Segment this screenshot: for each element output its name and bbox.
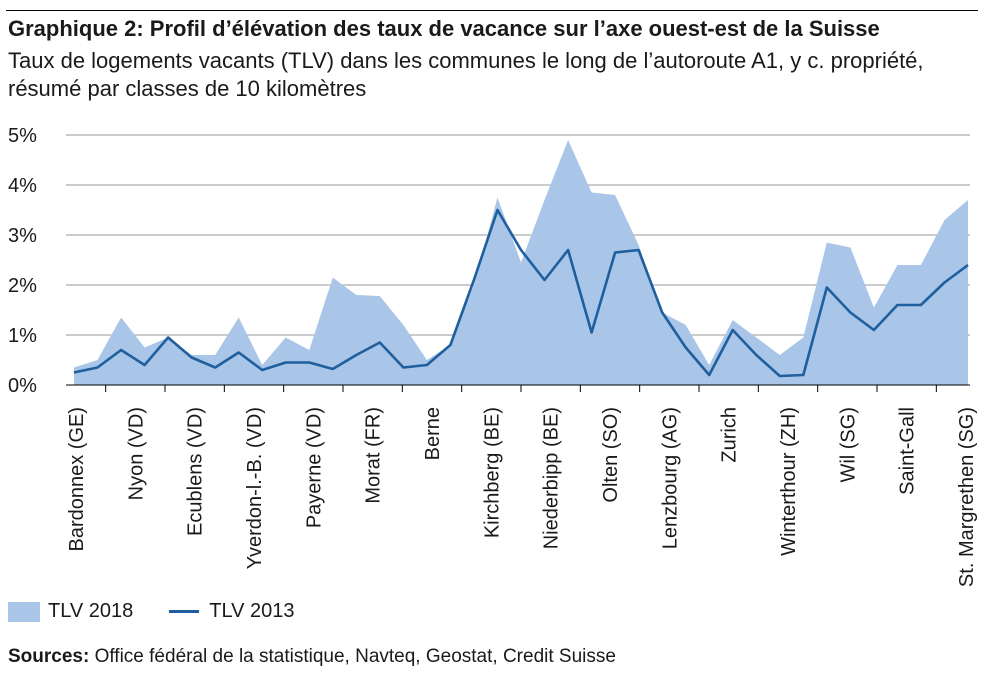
x-tick-label: Bardonnex (GE) [66,407,88,552]
x-tick-label: Yverdon-l.-B. (VD) [244,407,266,569]
x-tick-label: Winterthour (ZH) [778,407,800,556]
x-tick-label: Nyon (VD) [125,407,147,500]
x-tick-label: Lenzbourg (AG) [659,407,681,549]
y-tick-label: 5% [8,125,37,147]
source-note: Sources: Office fédéral de la statistiqu… [8,646,616,668]
x-tick-label: Olten (SO) [600,407,622,503]
x-tick-label: Morat (FR) [363,407,385,504]
legend-swatch-area [8,601,40,622]
x-tick-label: Kirchberg (BE) [481,407,503,538]
x-tick-label: St. Margrethen (SG) [956,407,978,587]
legend-label-line: TLV 2013 [209,600,295,622]
x-tick-label: Zurich [719,407,741,463]
legend-swatch-line [169,610,200,613]
x-tick-label: Wil (SG) [837,407,859,483]
y-tick-label: 2% [8,275,37,297]
top-rule [6,10,978,11]
chart-subtitle: Taux de logements vacants (TLV) dans les… [8,48,924,101]
y-tick-label: 1% [8,325,37,347]
legend: TLV 2018 TLV 2013 [8,600,295,623]
series-line-tlv-2013 [73,208,969,378]
legend-label-area: TLV 2018 [48,600,134,622]
y-tick-label: 3% [8,225,37,247]
y-tick-label: 0% [8,375,37,397]
x-tick-label: Berne [422,407,444,460]
x-tick-label: Payerne (VD) [303,407,325,528]
series-area-tlv-2018 [74,140,968,385]
y-tick-label: 4% [8,175,37,197]
chart-canvas: 0% 1% 2% 3% 4% 5% Bardonnex (GE) Nyon (VD) Ecub… [8,125,978,587]
x-tick-label: Niederbipp (BE) [541,407,563,549]
source-text: Office fédéral de la statistique, Navteq… [94,646,616,667]
source-label: Sources: [8,646,90,667]
x-tick-label: Saint-Gall [897,407,919,495]
chart-title: Graphique 2: Profil d’élévation des taux… [8,16,880,41]
x-tick-label: Ecublens (VD) [185,407,207,536]
